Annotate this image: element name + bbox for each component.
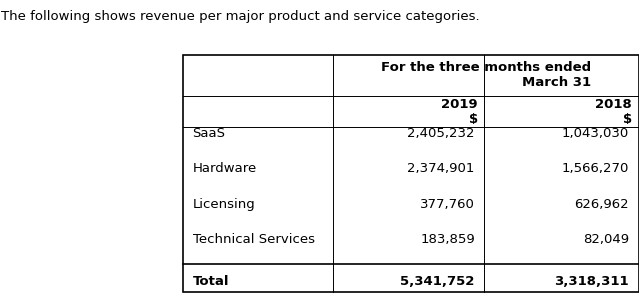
Text: Licensing: Licensing (193, 198, 255, 211)
Text: 2,405,232: 2,405,232 (407, 127, 475, 140)
Text: 377,760: 377,760 (420, 198, 475, 211)
Text: 1,043,030: 1,043,030 (562, 127, 629, 140)
Text: 5,341,752: 5,341,752 (401, 275, 475, 288)
Text: 2019
$: 2019 $ (442, 98, 478, 126)
Text: The following shows revenue per major product and service categories.: The following shows revenue per major pr… (1, 10, 480, 23)
Text: 3,318,311: 3,318,311 (554, 275, 629, 288)
Text: 2,374,901: 2,374,901 (408, 162, 475, 175)
Text: For the three months ended
March 31: For the three months ended March 31 (381, 61, 591, 89)
Text: 626,962: 626,962 (575, 198, 629, 211)
Bar (183, 55, 639, 292)
Text: 2018
$: 2018 $ (595, 98, 632, 126)
Text: SaaS: SaaS (193, 127, 225, 140)
Text: Hardware: Hardware (193, 162, 257, 175)
Text: Technical Services: Technical Services (193, 233, 314, 246)
Text: Total: Total (193, 275, 229, 288)
Text: 82,049: 82,049 (583, 233, 629, 246)
Text: 1,566,270: 1,566,270 (562, 162, 629, 175)
Text: 183,859: 183,859 (420, 233, 475, 246)
